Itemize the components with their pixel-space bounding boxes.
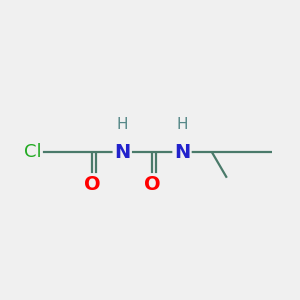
Text: Cl: Cl: [24, 143, 41, 161]
Text: N: N: [114, 142, 130, 162]
Text: H: H: [116, 117, 128, 132]
Text: O: O: [144, 175, 160, 194]
Text: H: H: [176, 117, 188, 132]
Text: N: N: [174, 142, 190, 162]
Text: O: O: [84, 175, 101, 194]
